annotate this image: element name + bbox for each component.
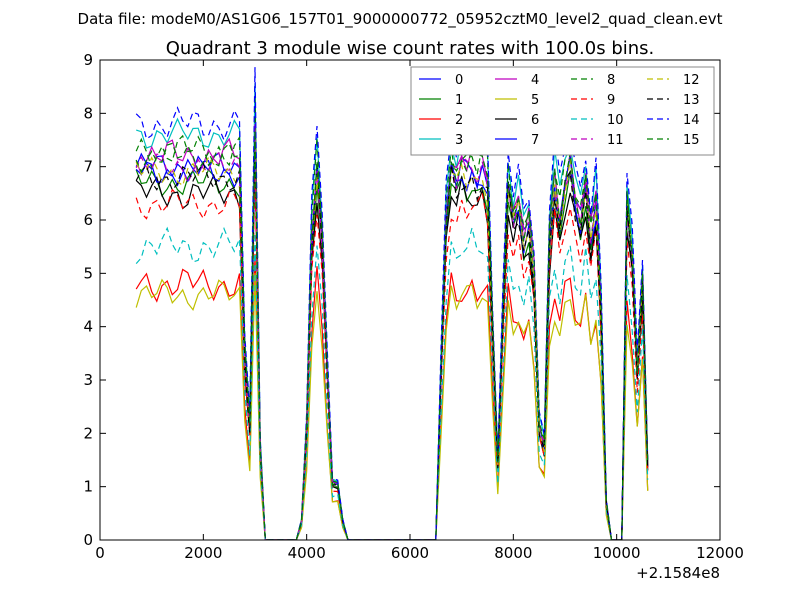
x-tick-label: 2000 [184, 544, 222, 562]
legend-label: 15 [683, 133, 700, 148]
series-line-6 [135, 153, 649, 540]
legend-label: 2 [455, 113, 463, 128]
series-line-2 [135, 253, 649, 540]
y-tick-label: 7 [83, 158, 93, 176]
legend-label: 4 [531, 73, 539, 88]
series-line-12 [135, 140, 649, 540]
x-tick-label: 6000 [391, 544, 429, 562]
series-line-3 [136, 83, 649, 540]
series-line-5 [135, 273, 649, 540]
legend-label: 0 [455, 73, 463, 88]
x-tick-label: 0 [95, 544, 105, 562]
series-line-14 [135, 67, 649, 540]
y-tick-label: 0 [83, 531, 93, 549]
y-tick-label: 2 [83, 424, 93, 442]
legend-label: 1 [455, 93, 463, 108]
legend-label: 8 [607, 73, 615, 88]
x-tick-label: 4000 [288, 544, 326, 562]
legend-box [410, 66, 715, 156]
series-line-0 [135, 121, 649, 540]
y-tick-label: 1 [83, 478, 93, 496]
legend-label: 11 [607, 133, 624, 148]
y-tick-label: 8 [83, 104, 93, 122]
y-tick-label: 4 [83, 318, 93, 336]
series-line-9 [135, 172, 649, 540]
legend-label: 5 [531, 93, 539, 108]
y-tick-label: 5 [83, 264, 93, 282]
chart-title: Quadrant 3 module wise count rates with … [166, 38, 655, 59]
legend-label: 10 [607, 113, 624, 128]
legend-label: 9 [607, 93, 615, 108]
series-line-1 [135, 147, 649, 540]
series-line-7 [135, 139, 649, 540]
y-tick-label: 6 [83, 211, 93, 229]
legend-label: 6 [531, 113, 539, 128]
legend-label: 13 [683, 93, 700, 108]
y-tick-label: 9 [83, 51, 93, 69]
y-tick-label: 3 [83, 371, 93, 389]
x-tick-label: 8000 [494, 544, 532, 562]
legend-label: 12 [683, 73, 700, 88]
series-line-10 [135, 226, 649, 540]
series-layer [135, 67, 649, 540]
legend-label: 3 [455, 133, 463, 148]
x-offset-label: +2.1584e8 [636, 564, 720, 582]
x-tick-label: 10000 [593, 544, 641, 562]
file-suptitle: Data file: modeM0/AS1G06_157T01_90000007… [78, 10, 723, 29]
series-line-15 [135, 130, 649, 540]
x-tick-label: 12000 [696, 544, 744, 562]
legend-label: 7 [531, 133, 539, 148]
legend-label: 14 [683, 113, 700, 128]
